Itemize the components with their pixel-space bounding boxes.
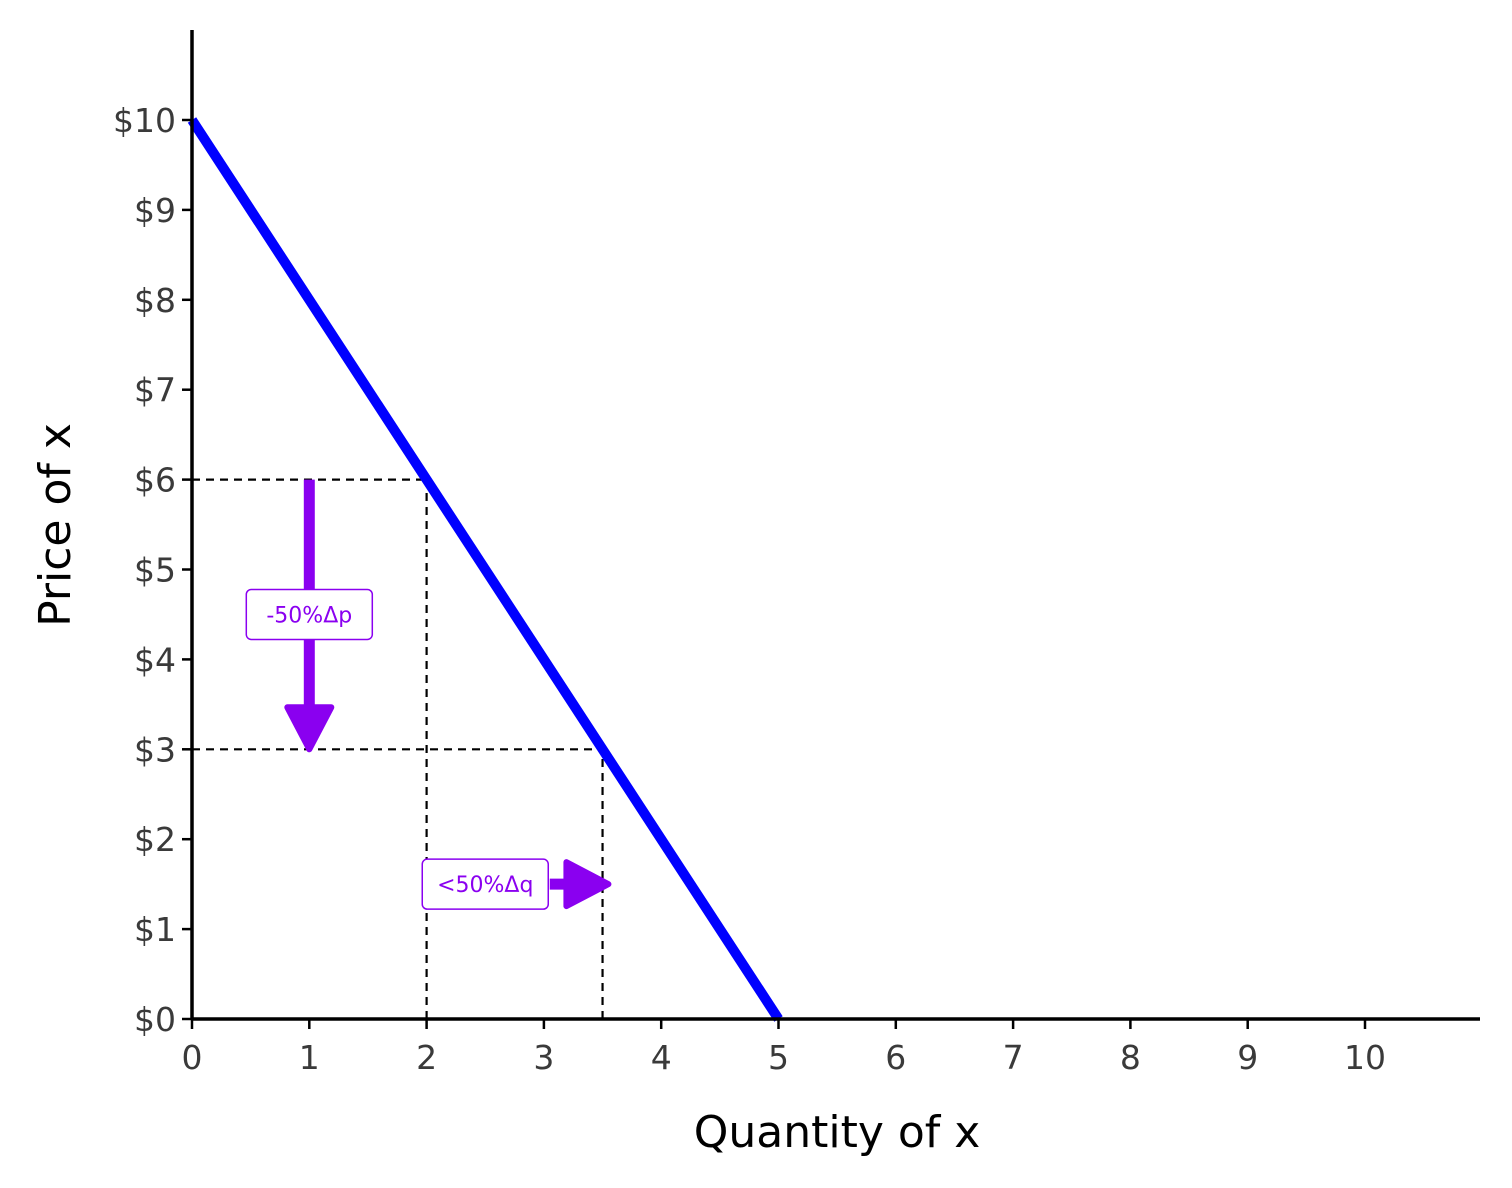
y-tick-label: $9 bbox=[134, 191, 176, 230]
tick-labels: 0 1 2 3 4 5 6 7 8 9 10 $0 $1 $2 $3 $4 $5 $6 $7 $8 $9 $10 bbox=[113, 101, 1386, 1077]
arrow-head bbox=[563, 859, 612, 910]
x-axis-title: Quantity of x bbox=[694, 1107, 981, 1158]
y-tick-label: $6 bbox=[134, 461, 176, 500]
y-tick-label: $4 bbox=[134, 640, 176, 679]
arrow-head bbox=[284, 704, 335, 753]
annotation-box bbox=[245, 588, 374, 641]
x-tick-label: 9 bbox=[1237, 1038, 1258, 1077]
y-tick-label: $8 bbox=[134, 281, 176, 320]
y-axis-title: Price of x bbox=[30, 423, 81, 627]
x-tick-label: 4 bbox=[651, 1038, 672, 1077]
y-tick-label: $10 bbox=[113, 101, 176, 140]
y-tick-label: $0 bbox=[134, 1000, 176, 1039]
y-tick-label: $3 bbox=[134, 730, 176, 769]
x-tick-label: 6 bbox=[885, 1038, 906, 1077]
y-tick-label: $2 bbox=[134, 820, 176, 859]
annotation-box bbox=[421, 858, 549, 910]
y-tick-label: $5 bbox=[134, 551, 176, 590]
x-tick-label: 1 bbox=[299, 1038, 320, 1077]
x-tick-label: 7 bbox=[1003, 1038, 1024, 1077]
y-tick-label: $1 bbox=[134, 910, 176, 949]
annotation-label: -50%Δp bbox=[266, 603, 352, 628]
annotation-label: <50%Δq bbox=[437, 873, 533, 898]
x-tick-label: 10 bbox=[1344, 1038, 1386, 1077]
annotations-layer: -50%Δp <50%Δq bbox=[245, 588, 549, 910]
demand-line bbox=[187, 117, 783, 1022]
x-tick-label: 8 bbox=[1120, 1038, 1141, 1077]
x-tick-label: 0 bbox=[182, 1038, 203, 1077]
series-layer bbox=[187, 117, 783, 1022]
guide-lines bbox=[192, 478, 604, 1019]
x-tick-label: 3 bbox=[533, 1038, 554, 1077]
x-tick-label: 2 bbox=[416, 1038, 437, 1077]
axes bbox=[182, 30, 1480, 1029]
x-tick-label: 5 bbox=[768, 1038, 789, 1077]
y-tick-label: $7 bbox=[134, 371, 176, 410]
